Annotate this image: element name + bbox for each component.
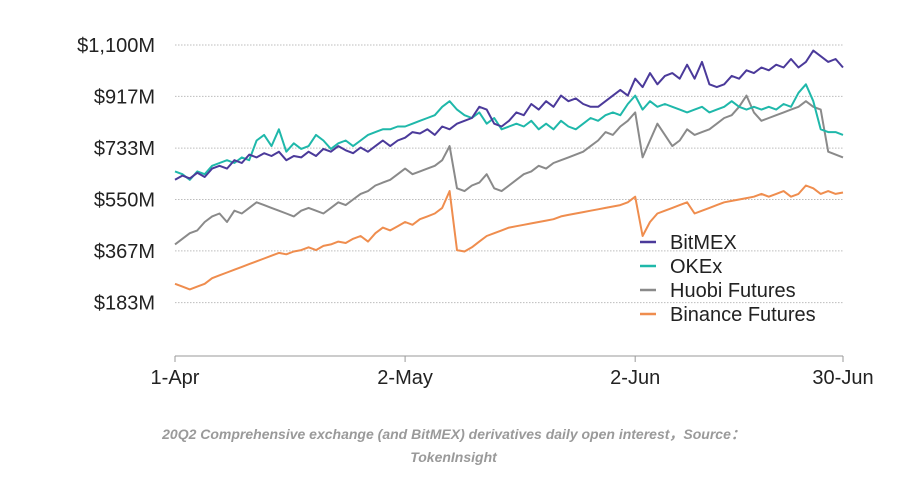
line-chart: $183M $367M $550M $733M $917M $1,100M 1-Apr 2-… [77, 35, 874, 389]
y-tick-label: $183M [94, 293, 155, 315]
series-line-binance-futures [174, 184, 844, 291]
x-tick-label: 30-Jun [812, 367, 873, 389]
series-lines [174, 49, 844, 291]
legend-label: Binance Futures [670, 304, 816, 326]
legend-label: OKEx [670, 256, 722, 278]
legend-label: BitMEX [670, 232, 737, 254]
caption-line-2: TokenInsight [410, 449, 497, 465]
series-line-okex [174, 83, 844, 181]
x-tick-label: 2-May [377, 367, 433, 389]
y-tick-label: $733M [94, 138, 155, 160]
y-axis-ticks: $183M $367M $550M $733M $917M $1,100M [77, 35, 155, 315]
caption-line-1: 20Q2 Comprehensive exchange (and BitMEX)… [162, 426, 745, 442]
y-tick-label: $1,100M [77, 35, 155, 57]
series-line-bitmex [174, 49, 844, 181]
x-tick-label: 2-Jun [610, 367, 660, 389]
gridlines [175, 44, 843, 304]
y-tick-label: $917M [94, 86, 155, 108]
y-tick-label: $550M [94, 190, 155, 212]
x-tick-label: 1-Apr [151, 367, 200, 389]
series-line-huobi-futures [174, 94, 844, 246]
y-tick-label: $367M [94, 241, 155, 263]
legend-label: Huobi Futures [670, 280, 796, 302]
x-axis-ticks: 1-Apr 2-May 2-Jun 30-Jun [151, 356, 874, 389]
